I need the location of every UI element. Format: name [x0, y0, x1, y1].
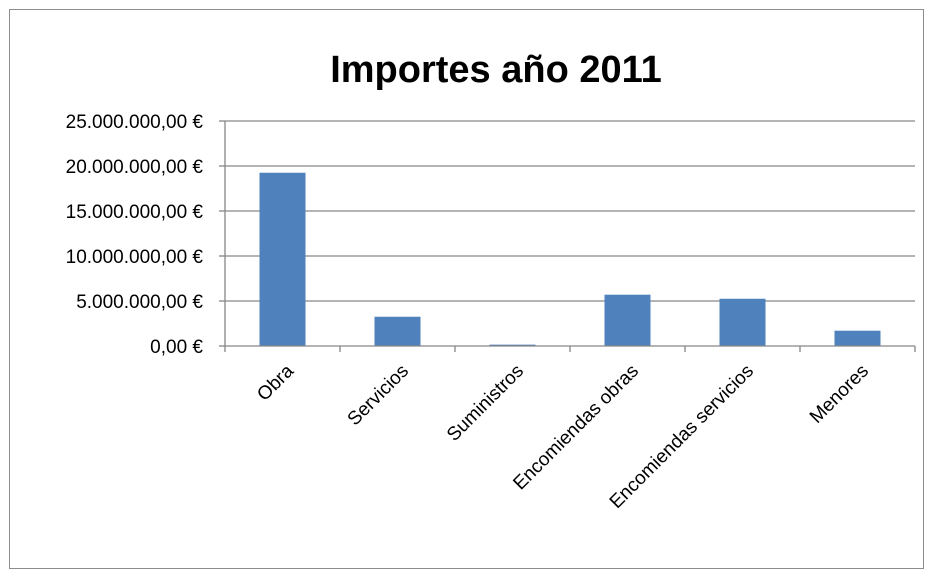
chart-frame: [9, 9, 924, 569]
y-tick-label: 20.000.000,00 €: [66, 157, 204, 178]
gridlines: [225, 120, 915, 302]
bar: [719, 298, 766, 346]
y-tick-label: 15.000.000,00 €: [66, 202, 204, 223]
y-axis-ticks: 0,00 € 5.000.000,00 € 10.000.000,00 € 15.00…: [66, 112, 225, 358]
bar: [489, 344, 536, 346]
y-tick-label: 25.000.000,00 €: [66, 112, 204, 133]
x-tick-label: Menores: [806, 361, 873, 428]
y-tick-label: 0,00 €: [150, 337, 203, 358]
y-tick-label: 10.000.000,00 €: [66, 247, 204, 268]
x-tick-label: Encomiendas obras: [509, 361, 643, 495]
x-tick-label: Obra: [253, 360, 298, 405]
x-tick-label: Servicios: [344, 361, 413, 430]
bar: [604, 294, 651, 346]
y-tick-label: 5.000.000,00 €: [76, 292, 203, 313]
bar: [259, 172, 306, 346]
x-tick-label: Suministros: [443, 361, 528, 446]
bars: [259, 172, 881, 346]
bar: [374, 316, 421, 346]
axes: [224, 121, 915, 347]
bar: [834, 330, 881, 346]
chart-title: Importes año 2011: [330, 49, 662, 91]
